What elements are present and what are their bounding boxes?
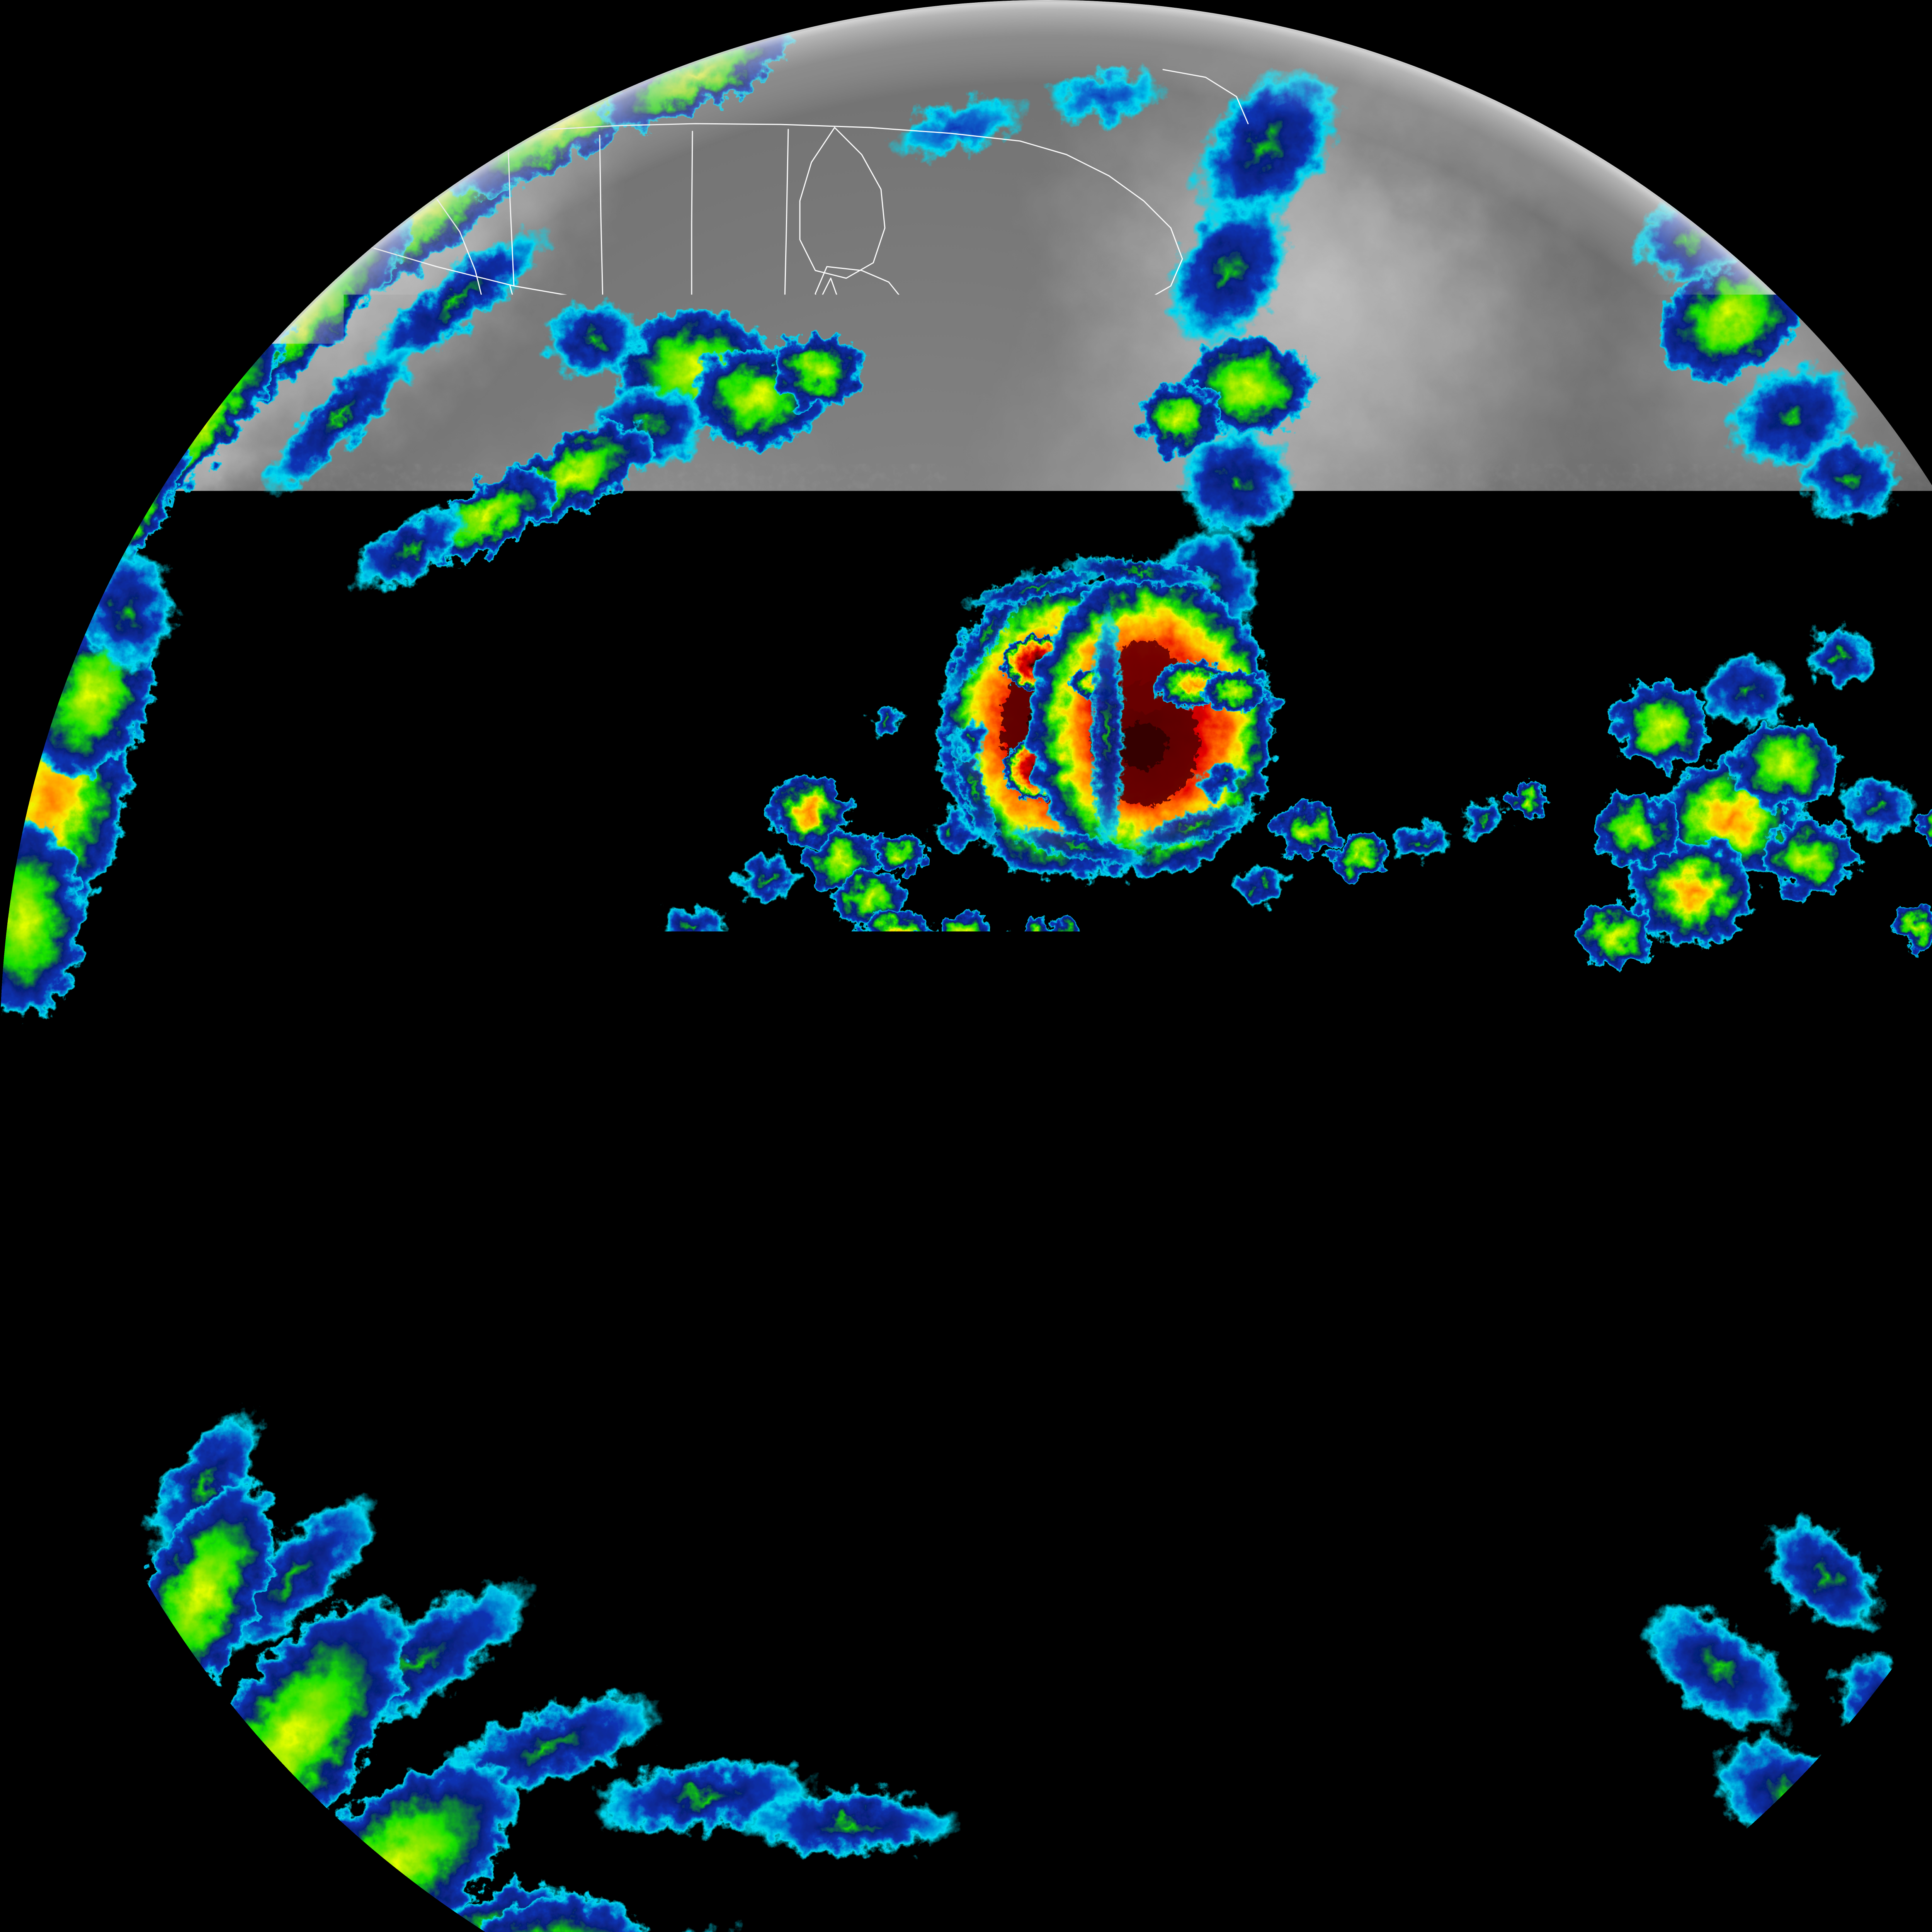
earth-disk bbox=[0, 0, 1932, 1932]
full-disk-render bbox=[0, 0, 1932, 1932]
satellite-image-viewer: Full Disk Enhanced Infrared (Longwave IR… bbox=[0, 0, 1932, 1932]
